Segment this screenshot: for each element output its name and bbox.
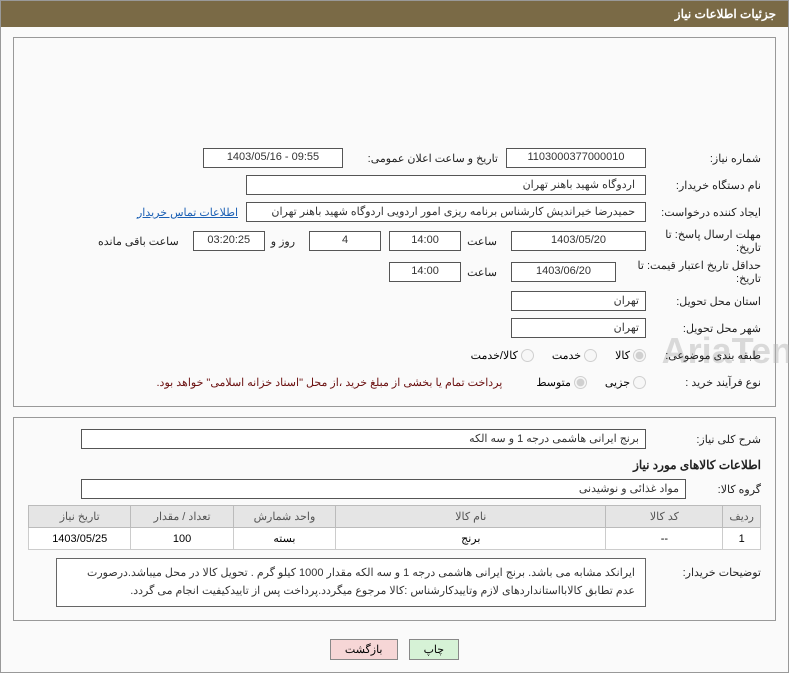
label-category: طبقه بندی موضوعی: — [646, 349, 761, 362]
table-cell: بسته — [233, 528, 335, 550]
field-deadline-countdown: 03:20:25 — [193, 231, 265, 251]
label-response-deadline: مهلت ارسال پاسخ: تا تاریخ: — [646, 228, 761, 254]
label-buyer-notes: توضیحات خریدار: — [646, 558, 761, 579]
radio-icon[interactable] — [574, 376, 587, 389]
table-cell: 100 — [131, 528, 233, 550]
field-goods-group: مواد غذائی و نوشیدنی — [81, 479, 686, 499]
label-creator: ایجاد کننده درخواست: — [646, 206, 761, 219]
label-city: شهر محل تحویل: — [646, 322, 761, 335]
back-button[interactable]: بازگشت — [330, 639, 398, 660]
radio-icon[interactable] — [521, 349, 534, 362]
main-panel: AriaTender.net شماره نیاز: 1103000377000… — [13, 37, 776, 407]
row-price-validity: حداقل تاریخ اعتبار قیمت: تا تاریخ: 1403/… — [28, 259, 761, 285]
label-purchase-type: نوع فرآیند خرید : — [646, 376, 761, 389]
table-header-cell: واحد شمارش — [233, 506, 335, 528]
row-purchase-type: نوع فرآیند خرید : جزیی متوسط پرداخت تمام … — [28, 371, 761, 393]
row-category: طبقه بندی موضوعی: کالا خدمت کالا/خدمت — [28, 344, 761, 366]
goods-panel: شرح کلی نیاز: برنج ایرانی هاشمی درجه 1 و… — [13, 417, 776, 621]
table-cell: -- — [606, 528, 723, 550]
row-need-number: شماره نیاز: 1103000377000010 تاریخ و ساع… — [28, 147, 761, 169]
category-radio-option[interactable]: خدمت — [552, 349, 597, 362]
label-remaining: ساعت باقی مانده — [98, 235, 179, 248]
radio-label: خدمت — [552, 349, 581, 362]
field-need-desc: برنج ایرانی هاشمی درجه 1 و سه الکه — [81, 429, 646, 449]
link-contact-buyer[interactable]: اطلاعات تماس خریدار — [137, 206, 238, 219]
print-button[interactable]: چاپ — [409, 639, 460, 660]
row-city: شهر محل تحویل: تهران — [28, 317, 761, 339]
radio-icon[interactable] — [633, 349, 646, 362]
field-deadline-date: 1403/05/20 — [511, 231, 646, 251]
goods-section-title: اطلاعات کالاهای مورد نیاز — [28, 458, 761, 472]
label-announce-date: تاریخ و ساعت اعلان عمومی: — [343, 152, 498, 165]
field-price-validity-time: 14:00 — [389, 262, 461, 282]
button-row: چاپ بازگشت — [13, 631, 776, 662]
category-radio-group: کالا خدمت کالا/خدمت — [457, 349, 646, 362]
field-price-validity-date: 1403/06/20 — [511, 262, 616, 282]
table-body: 1--برنجبسته1001403/05/25 — [29, 528, 761, 550]
row-buyer-notes: توضیحات خریدار: ایرانکد مشابه می باشد. ب… — [28, 558, 761, 607]
purchase-type-radio-group: جزیی متوسط — [522, 376, 646, 389]
row-need-desc: شرح کلی نیاز: برنج ایرانی هاشمی درجه 1 و… — [28, 428, 761, 450]
row-goods-group: گروه کالا: مواد غذائی و نوشیدنی — [28, 478, 761, 500]
table-row: 1--برنجبسته1001403/05/25 — [29, 528, 761, 550]
row-province: استان محل تحویل: تهران — [28, 290, 761, 312]
radio-label: متوسط — [536, 376, 571, 389]
radio-icon[interactable] — [633, 376, 646, 389]
field-deadline-time: 14:00 — [389, 231, 461, 251]
header-title: جزئیات اطلاعات نیاز — [675, 7, 776, 21]
row-response-deadline: مهلت ارسال پاسخ: تا تاریخ: 1403/05/20 سا… — [28, 228, 761, 254]
field-buyer-org: اردوگاه شهید باهنر تهران — [246, 175, 646, 195]
radio-label: کالا/خدمت — [471, 349, 518, 362]
table-header-cell: تعداد / مقدار — [131, 506, 233, 528]
table-cell: 1 — [723, 528, 761, 550]
label-deadline-time: ساعت — [467, 235, 497, 248]
label-province: استان محل تحویل: — [646, 295, 761, 308]
category-radio-option[interactable]: کالا/خدمت — [471, 349, 534, 362]
field-announce-date: 1403/05/16 - 09:55 — [203, 148, 343, 168]
radio-label: جزیی — [605, 376, 630, 389]
field-need-number: 1103000377000010 — [506, 148, 646, 168]
field-buyer-notes: ایرانکد مشابه می باشد. برنج ایرانی هاشمی… — [56, 558, 646, 607]
field-deadline-days: 4 — [309, 231, 381, 251]
label-need-number: شماره نیاز: — [646, 152, 761, 165]
field-creator: حمیدرضا خیراندیش کارشناس برنامه ریزی امو… — [246, 202, 646, 222]
field-province: تهران — [511, 291, 646, 311]
goods-table: ردیفکد کالانام کالاواحد شمارشتعداد / مقد… — [28, 505, 761, 550]
table-cell: 1403/05/25 — [29, 528, 131, 550]
table-header-cell: نام کالا — [336, 506, 606, 528]
content-frame: AriaTender.net شماره نیاز: 1103000377000… — [1, 27, 788, 672]
table-header-cell: ردیف — [723, 506, 761, 528]
table-cell: برنج — [336, 528, 606, 550]
row-creator: ایجاد کننده درخواست: حمیدرضا خیراندیش کا… — [28, 201, 761, 223]
window-frame: جزئیات اطلاعات نیاز AriaTender.net شماره… — [0, 0, 789, 673]
label-price-validity: حداقل تاریخ اعتبار قیمت: تا تاریخ: — [616, 259, 761, 285]
row-buyer-org: نام دستگاه خریدار: اردوگاه شهید باهنر ته… — [28, 174, 761, 196]
category-radio-option[interactable]: کالا — [615, 349, 646, 362]
purchase-radio-option[interactable]: متوسط — [536, 376, 587, 389]
label-price-validity-time: ساعت — [467, 266, 497, 279]
purchase-type-note: پرداخت تمام یا بخشی از مبلغ خرید ،از محل… — [157, 376, 503, 389]
label-need-desc: شرح کلی نیاز: — [646, 433, 761, 446]
label-buyer-org: نام دستگاه خریدار: — [646, 179, 761, 192]
header-bar: جزئیات اطلاعات نیاز — [1, 1, 788, 27]
table-header-cell: کد کالا — [606, 506, 723, 528]
table-header-row: ردیفکد کالانام کالاواحد شمارشتعداد / مقد… — [29, 506, 761, 528]
label-goods-group: گروه کالا: — [686, 483, 761, 496]
label-days-suffix: روز و — [271, 235, 295, 248]
table-header-cell: تاریخ نیاز — [29, 506, 131, 528]
purchase-radio-option[interactable]: جزیی — [605, 376, 646, 389]
radio-icon[interactable] — [584, 349, 597, 362]
field-city: تهران — [511, 318, 646, 338]
radio-label: کالا — [615, 349, 630, 362]
